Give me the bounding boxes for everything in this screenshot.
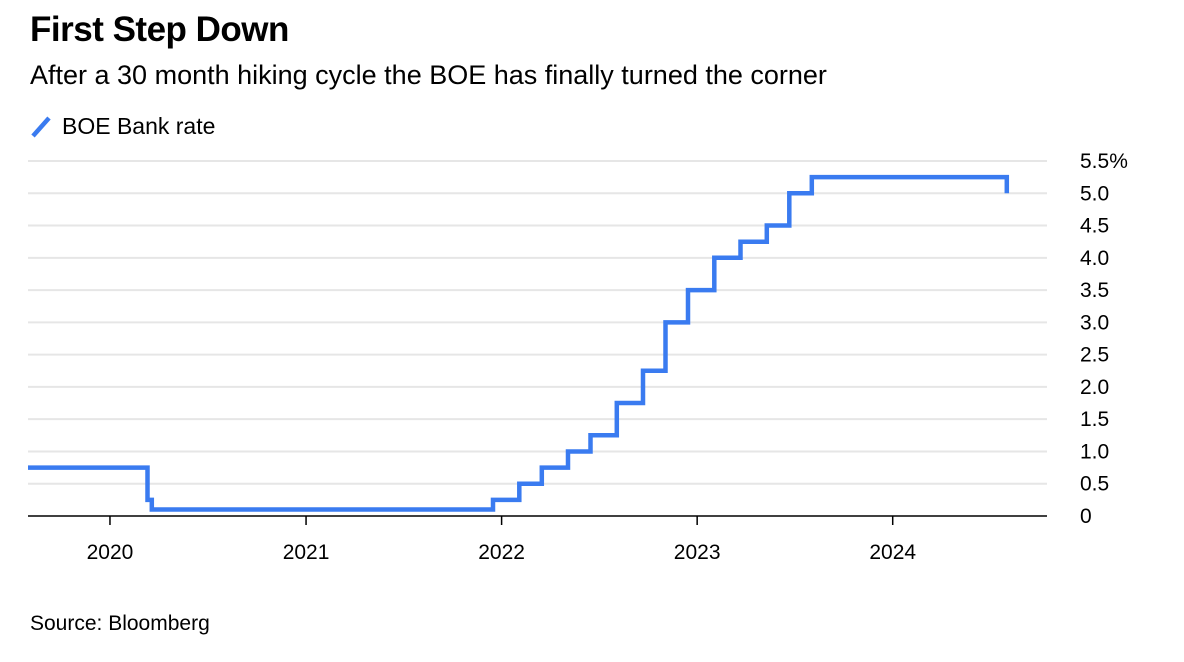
chart-plot: 0 0.5 1.0 1.5 2.0 2.5 3.0 3.5 4.0 4.5 5.0 5.5% 2020 2… [28, 150, 1128, 564]
x-tick-label: 2022 [478, 541, 525, 564]
legend: BOE Bank rate [30, 113, 215, 140]
y-tick-label: 2.0 [1080, 376, 1109, 399]
chart-title: First Step Down [30, 10, 289, 49]
legend-line-icon [31, 116, 51, 137]
y-tick-label: 5.5% [1080, 150, 1128, 173]
y-tick-label: 0 [1080, 505, 1092, 528]
y-tick-label: 0.5 [1080, 473, 1109, 496]
legend-label: BOE Bank rate [62, 113, 216, 139]
y-tick-label: 2.5 [1080, 344, 1109, 367]
y-tick-label: 5.0 [1080, 182, 1109, 205]
y-tick-label: 4.5 [1080, 215, 1109, 238]
x-tick-label: 2023 [674, 541, 721, 564]
y-tick-label: 4.0 [1080, 247, 1109, 270]
source-note: Source: Bloomberg [30, 612, 210, 635]
y-tick-label: 1.0 [1080, 440, 1109, 463]
chart-subtitle: After a 30 month hiking cycle the BOE ha… [30, 60, 827, 90]
x-tick-label: 2021 [283, 541, 330, 564]
series-line-boe-bank-rate [28, 174, 1010, 512]
y-tick-label: 3.5 [1080, 279, 1109, 302]
y-tick-label: 3.0 [1080, 311, 1109, 334]
y-tick-label: 1.5 [1080, 408, 1109, 431]
x-tick-label: 2024 [869, 541, 916, 564]
x-tick-label: 2020 [87, 541, 134, 564]
